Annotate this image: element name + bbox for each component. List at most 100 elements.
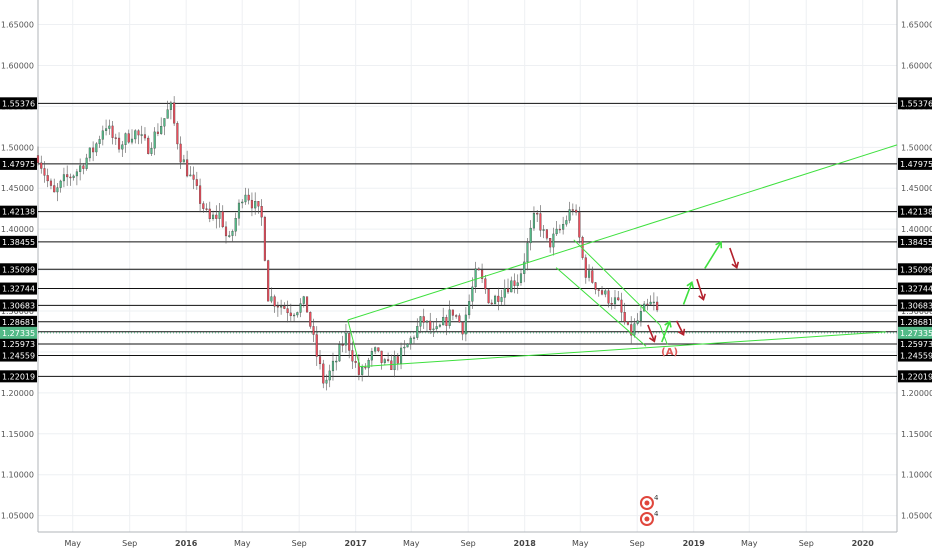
candle-body <box>597 289 600 291</box>
candle-body <box>636 320 639 324</box>
candle-body <box>539 213 542 231</box>
candle-body <box>513 280 516 286</box>
candle-body <box>140 134 143 136</box>
candle-body <box>82 165 85 169</box>
candle-body <box>451 309 454 316</box>
current-price-label-left: 1.27335 <box>2 329 35 338</box>
lower-level-box-right <box>898 337 932 350</box>
level-box-left <box>0 205 37 218</box>
candle-body <box>166 109 169 119</box>
candle-body <box>247 194 250 201</box>
level-box-left <box>0 299 37 312</box>
candle-body <box>302 296 305 304</box>
candle-body <box>468 301 471 316</box>
candle-body <box>92 147 95 153</box>
grid <box>38 0 897 532</box>
candle-body <box>267 260 270 302</box>
candle-body <box>273 296 276 307</box>
candle-body <box>331 360 335 372</box>
event-marker-dot <box>644 516 650 522</box>
lower-level-box-left <box>0 349 37 362</box>
candle-body <box>231 231 234 236</box>
event-marker-icon[interactable]: 4 <box>639 510 659 526</box>
candle-body <box>296 312 299 316</box>
candle-body <box>403 346 406 349</box>
lower-level-label-left: 1.22019 <box>2 372 35 381</box>
x-tick-label: May <box>572 539 589 548</box>
candle-body <box>215 214 218 219</box>
event-marker-dot <box>644 500 650 506</box>
candle-body <box>111 125 114 138</box>
candle-body <box>49 180 53 186</box>
candle-body <box>143 134 147 139</box>
candle-body <box>571 209 574 211</box>
retrace-arrow-head <box>698 293 706 301</box>
y-tick-label-right: 1.40000 <box>901 225 932 234</box>
axes <box>37 0 898 533</box>
candle-body <box>393 356 396 371</box>
candle-body <box>591 270 594 283</box>
event-markers[interactable]: 44 <box>639 494 659 526</box>
y-tick-label-right: 1.20000 <box>901 389 932 398</box>
level-box-right <box>898 263 932 276</box>
candle-body <box>503 288 506 298</box>
lower-level-label-left: 1.25973 <box>2 340 35 349</box>
candle-body <box>623 312 626 322</box>
wedge-right-trendline <box>659 324 668 345</box>
y-tick-label-right: 1.30000 <box>901 307 932 316</box>
candle-body <box>312 326 315 335</box>
level-box-right <box>898 299 932 312</box>
candle-body <box>156 131 159 134</box>
candle-body <box>575 209 578 213</box>
candle-body <box>542 229 545 231</box>
candle-body <box>448 309 451 326</box>
candle-body <box>293 314 296 317</box>
candle-body <box>656 301 659 311</box>
candle-body <box>396 356 399 364</box>
candle-body <box>383 359 386 363</box>
level-label-right: 1.35099 <box>900 265 932 274</box>
candle-body <box>62 174 65 182</box>
candle-body <box>552 233 555 248</box>
y-tick-label-right: 1.05000 <box>901 512 932 521</box>
y-tick-label-right: 1.45000 <box>901 184 932 193</box>
channel-top-trendline <box>347 144 898 321</box>
event-marker-count: 4 <box>654 510 659 518</box>
level-box-left <box>0 282 37 295</box>
candle-body <box>649 301 652 305</box>
candle-body <box>234 218 237 232</box>
level-label-right: 1.38455 <box>900 238 932 247</box>
event-marker-icon[interactable]: 4 <box>639 494 659 510</box>
candle-body <box>153 131 156 149</box>
candle-body <box>189 174 192 177</box>
candle-body <box>367 359 370 369</box>
candle-body <box>432 328 435 331</box>
candle-body <box>565 220 568 225</box>
level-box-right <box>898 282 932 295</box>
candle-body <box>260 206 263 218</box>
candle-body <box>562 224 565 230</box>
level-label-right: 1.47975 <box>900 160 932 169</box>
candle-body <box>56 187 59 193</box>
candle-body <box>199 185 202 204</box>
level-box-right <box>898 315 932 328</box>
horizontal-levels <box>38 102 897 377</box>
current-price-label-right: 1.27335 <box>900 329 932 338</box>
candle-body <box>344 333 347 346</box>
x-tick-label: May <box>234 539 251 548</box>
wedge-lower-trendline <box>555 267 647 347</box>
lower-level-label-right: 1.22019 <box>900 372 932 381</box>
candle-body <box>481 269 484 279</box>
level-box-right <box>898 205 932 218</box>
y-tick-label-left: 1.10000 <box>1 471 34 480</box>
candle-body <box>289 312 292 317</box>
retrace-arrow-shaft <box>696 278 705 300</box>
candle-body <box>101 130 104 140</box>
candle-body <box>150 148 153 154</box>
lower-level-label-right: 1.25973 <box>900 340 932 349</box>
candle-body <box>263 216 266 261</box>
candle-body <box>121 144 124 150</box>
x-tick-label: May <box>64 539 81 548</box>
